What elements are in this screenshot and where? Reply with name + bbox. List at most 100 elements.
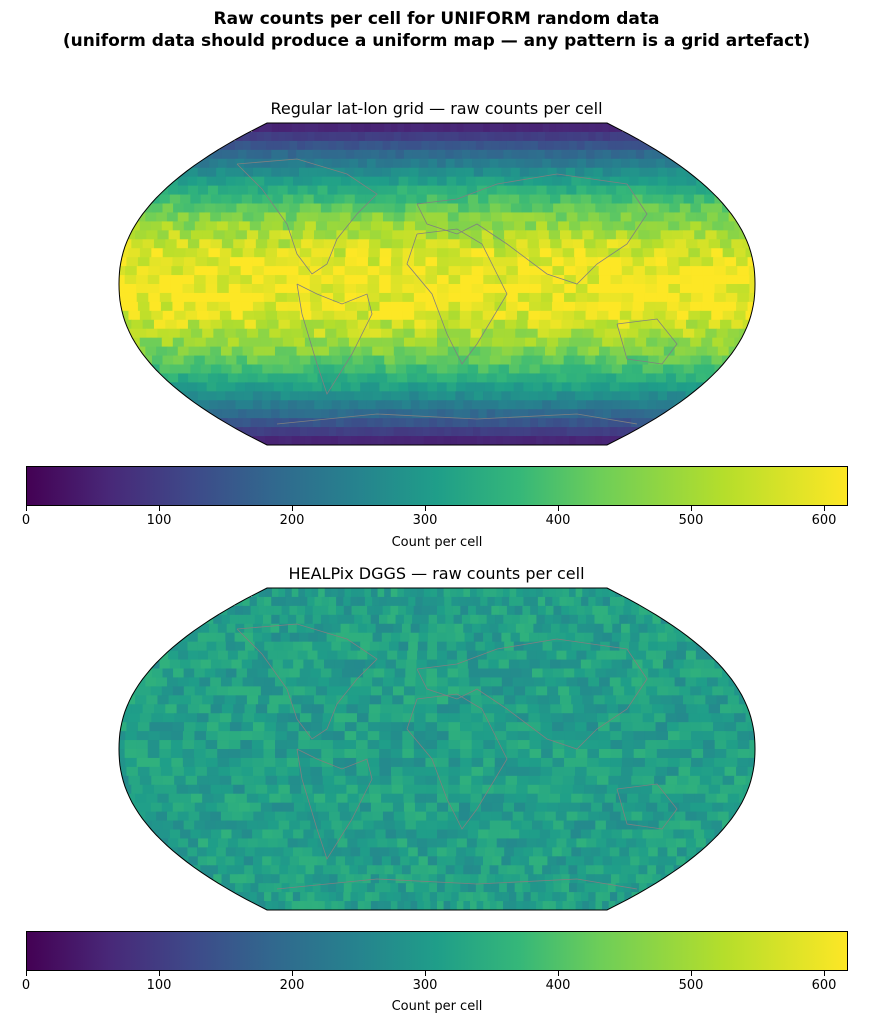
map1-cell bbox=[602, 427, 611, 437]
map1-cell bbox=[504, 382, 515, 392]
map2-cell bbox=[671, 793, 684, 804]
map2-cell bbox=[600, 641, 611, 652]
map2-cell bbox=[575, 901, 583, 910]
map1-cell bbox=[231, 194, 243, 205]
map2-cell bbox=[503, 874, 513, 884]
map2-cell bbox=[307, 677, 319, 687]
map1-cell bbox=[504, 230, 516, 240]
map2-cell bbox=[587, 740, 600, 750]
map2-cell bbox=[646, 802, 658, 813]
map1-cell bbox=[367, 292, 380, 303]
map2-cell bbox=[533, 623, 543, 634]
map1-cell bbox=[560, 364, 572, 375]
map1-cell bbox=[544, 149, 554, 160]
map1-cell bbox=[265, 436, 273, 445]
map1-cell bbox=[174, 310, 187, 321]
map2-cell bbox=[246, 668, 259, 679]
map2-cell bbox=[390, 883, 399, 893]
map1-cell bbox=[346, 239, 359, 249]
map1-cell bbox=[524, 158, 534, 169]
map2-cell bbox=[635, 614, 645, 625]
map1-cell bbox=[458, 212, 470, 222]
map2-cell bbox=[608, 713, 621, 723]
map2-cell bbox=[363, 668, 375, 679]
map2-cell bbox=[598, 757, 611, 768]
map2-cell bbox=[326, 686, 339, 696]
map2-cell bbox=[414, 784, 427, 795]
map2-cell bbox=[616, 650, 627, 661]
map1-cell bbox=[382, 346, 395, 357]
map2-cell bbox=[225, 668, 238, 679]
map1-cell bbox=[460, 292, 473, 303]
map2-cell bbox=[534, 677, 546, 687]
map1-cell bbox=[385, 194, 397, 205]
map1-cell bbox=[532, 355, 544, 366]
map1-cell bbox=[176, 239, 189, 249]
map2-cell bbox=[429, 892, 438, 902]
map2-cell bbox=[202, 695, 214, 705]
map1-cell bbox=[235, 131, 244, 142]
map2-cell bbox=[392, 686, 405, 696]
map1-cell bbox=[185, 248, 198, 258]
map2-cell bbox=[448, 731, 461, 741]
map2-cell bbox=[447, 677, 460, 687]
map1-cell bbox=[527, 239, 540, 249]
map1-cell bbox=[177, 346, 190, 357]
map1-cell bbox=[437, 123, 445, 133]
map2-cell bbox=[403, 588, 412, 598]
map1-cell bbox=[329, 149, 339, 160]
map1-cell bbox=[417, 123, 425, 133]
map2-cell bbox=[506, 838, 518, 848]
map1-cell bbox=[119, 248, 130, 258]
map2-cell bbox=[334, 659, 346, 670]
map1-cell bbox=[596, 248, 610, 258]
map1-cell bbox=[494, 248, 507, 258]
map2-cell bbox=[734, 686, 746, 696]
map2-cell bbox=[252, 865, 263, 875]
map1-cell bbox=[558, 337, 570, 348]
map2-cell bbox=[425, 802, 438, 813]
map2-cell bbox=[501, 892, 510, 902]
map1-cell bbox=[471, 266, 484, 276]
map2-cell bbox=[459, 784, 472, 795]
map1-cell bbox=[393, 400, 403, 410]
map1-cell bbox=[238, 149, 248, 160]
map2-cell bbox=[537, 695, 550, 705]
map1-cell bbox=[320, 409, 330, 419]
map1-cell bbox=[236, 355, 248, 366]
map1-cell bbox=[194, 221, 207, 231]
map2-cell bbox=[331, 820, 343, 831]
map2-cell bbox=[540, 731, 554, 741]
map1-cell bbox=[611, 364, 623, 375]
map1-cell bbox=[335, 319, 348, 330]
map1-cell bbox=[540, 292, 554, 303]
map1-cell bbox=[586, 257, 599, 267]
map1-cell bbox=[273, 418, 283, 428]
map1-cell bbox=[632, 257, 645, 267]
map1-cell bbox=[631, 248, 644, 258]
map1-cell bbox=[470, 319, 483, 330]
map2-cell bbox=[425, 793, 438, 804]
map2-cell bbox=[288, 865, 298, 875]
map2-cell bbox=[505, 713, 518, 723]
map1-cell bbox=[481, 221, 493, 231]
map2-cell bbox=[569, 605, 578, 616]
map1-cell bbox=[417, 185, 428, 196]
map1-cell bbox=[448, 266, 461, 276]
map2-cell bbox=[168, 695, 181, 705]
map2-cell bbox=[425, 704, 438, 714]
map1-cell bbox=[400, 131, 409, 142]
map2-cell bbox=[183, 802, 196, 813]
map2-cell bbox=[550, 829, 561, 840]
map1-cell bbox=[530, 418, 539, 428]
map2-cell bbox=[559, 892, 568, 902]
map1-cell bbox=[258, 436, 266, 445]
map1-cell bbox=[656, 266, 669, 276]
map2-cell bbox=[528, 713, 541, 723]
map2-cell bbox=[683, 793, 695, 804]
map2-cell bbox=[398, 605, 407, 616]
map2-cell bbox=[576, 883, 586, 893]
map1-cell bbox=[172, 221, 185, 231]
map2-cell bbox=[573, 596, 582, 607]
map2-cell bbox=[580, 847, 592, 857]
